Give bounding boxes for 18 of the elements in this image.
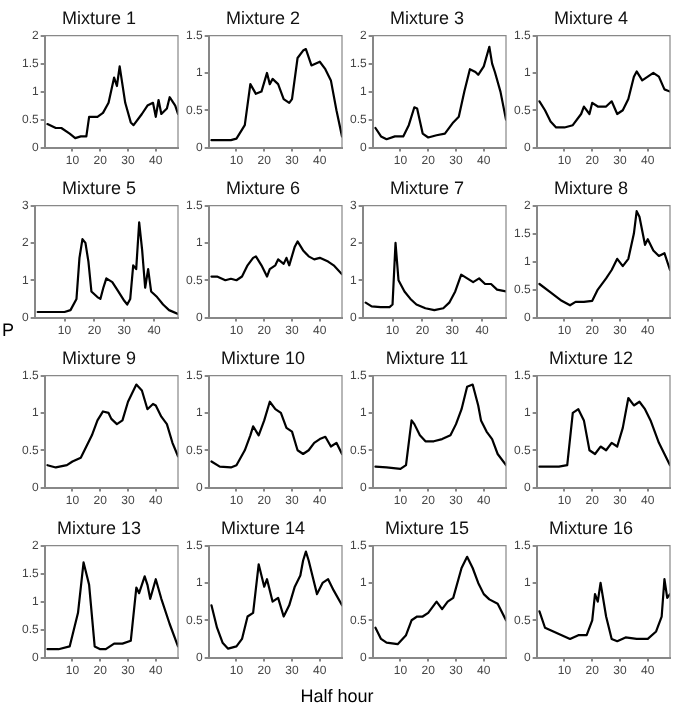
chart-title: Mixture 12 <box>548 347 634 368</box>
chart-title: Mixture 2 <box>225 7 301 28</box>
x-axis-title: Half hour <box>298 686 376 706</box>
chart-title: Mixture 1 <box>61 7 137 28</box>
chart-title: Mixture 11 <box>385 347 469 368</box>
chart-title: Mixture 8 <box>553 177 629 198</box>
chart-title: Mixture 13 <box>56 517 142 538</box>
chart-title: Mixture 3 <box>389 7 465 28</box>
chart-title: Mixture 16 <box>548 517 634 538</box>
chart-title: Mixture 9 <box>61 347 137 368</box>
chart-title: Mixture 14 <box>220 517 306 538</box>
chart-title: Mixture 6 <box>225 177 301 198</box>
chart-title: Mixture 15 <box>384 517 470 538</box>
y-axis-title: P <box>2 320 15 340</box>
chart-title: Mixture 7 <box>389 177 465 198</box>
chart-title: Mixture 4 <box>553 7 629 28</box>
chart-title: Mixture 10 <box>220 347 306 368</box>
chart-title: Mixture 5 <box>61 177 137 198</box>
